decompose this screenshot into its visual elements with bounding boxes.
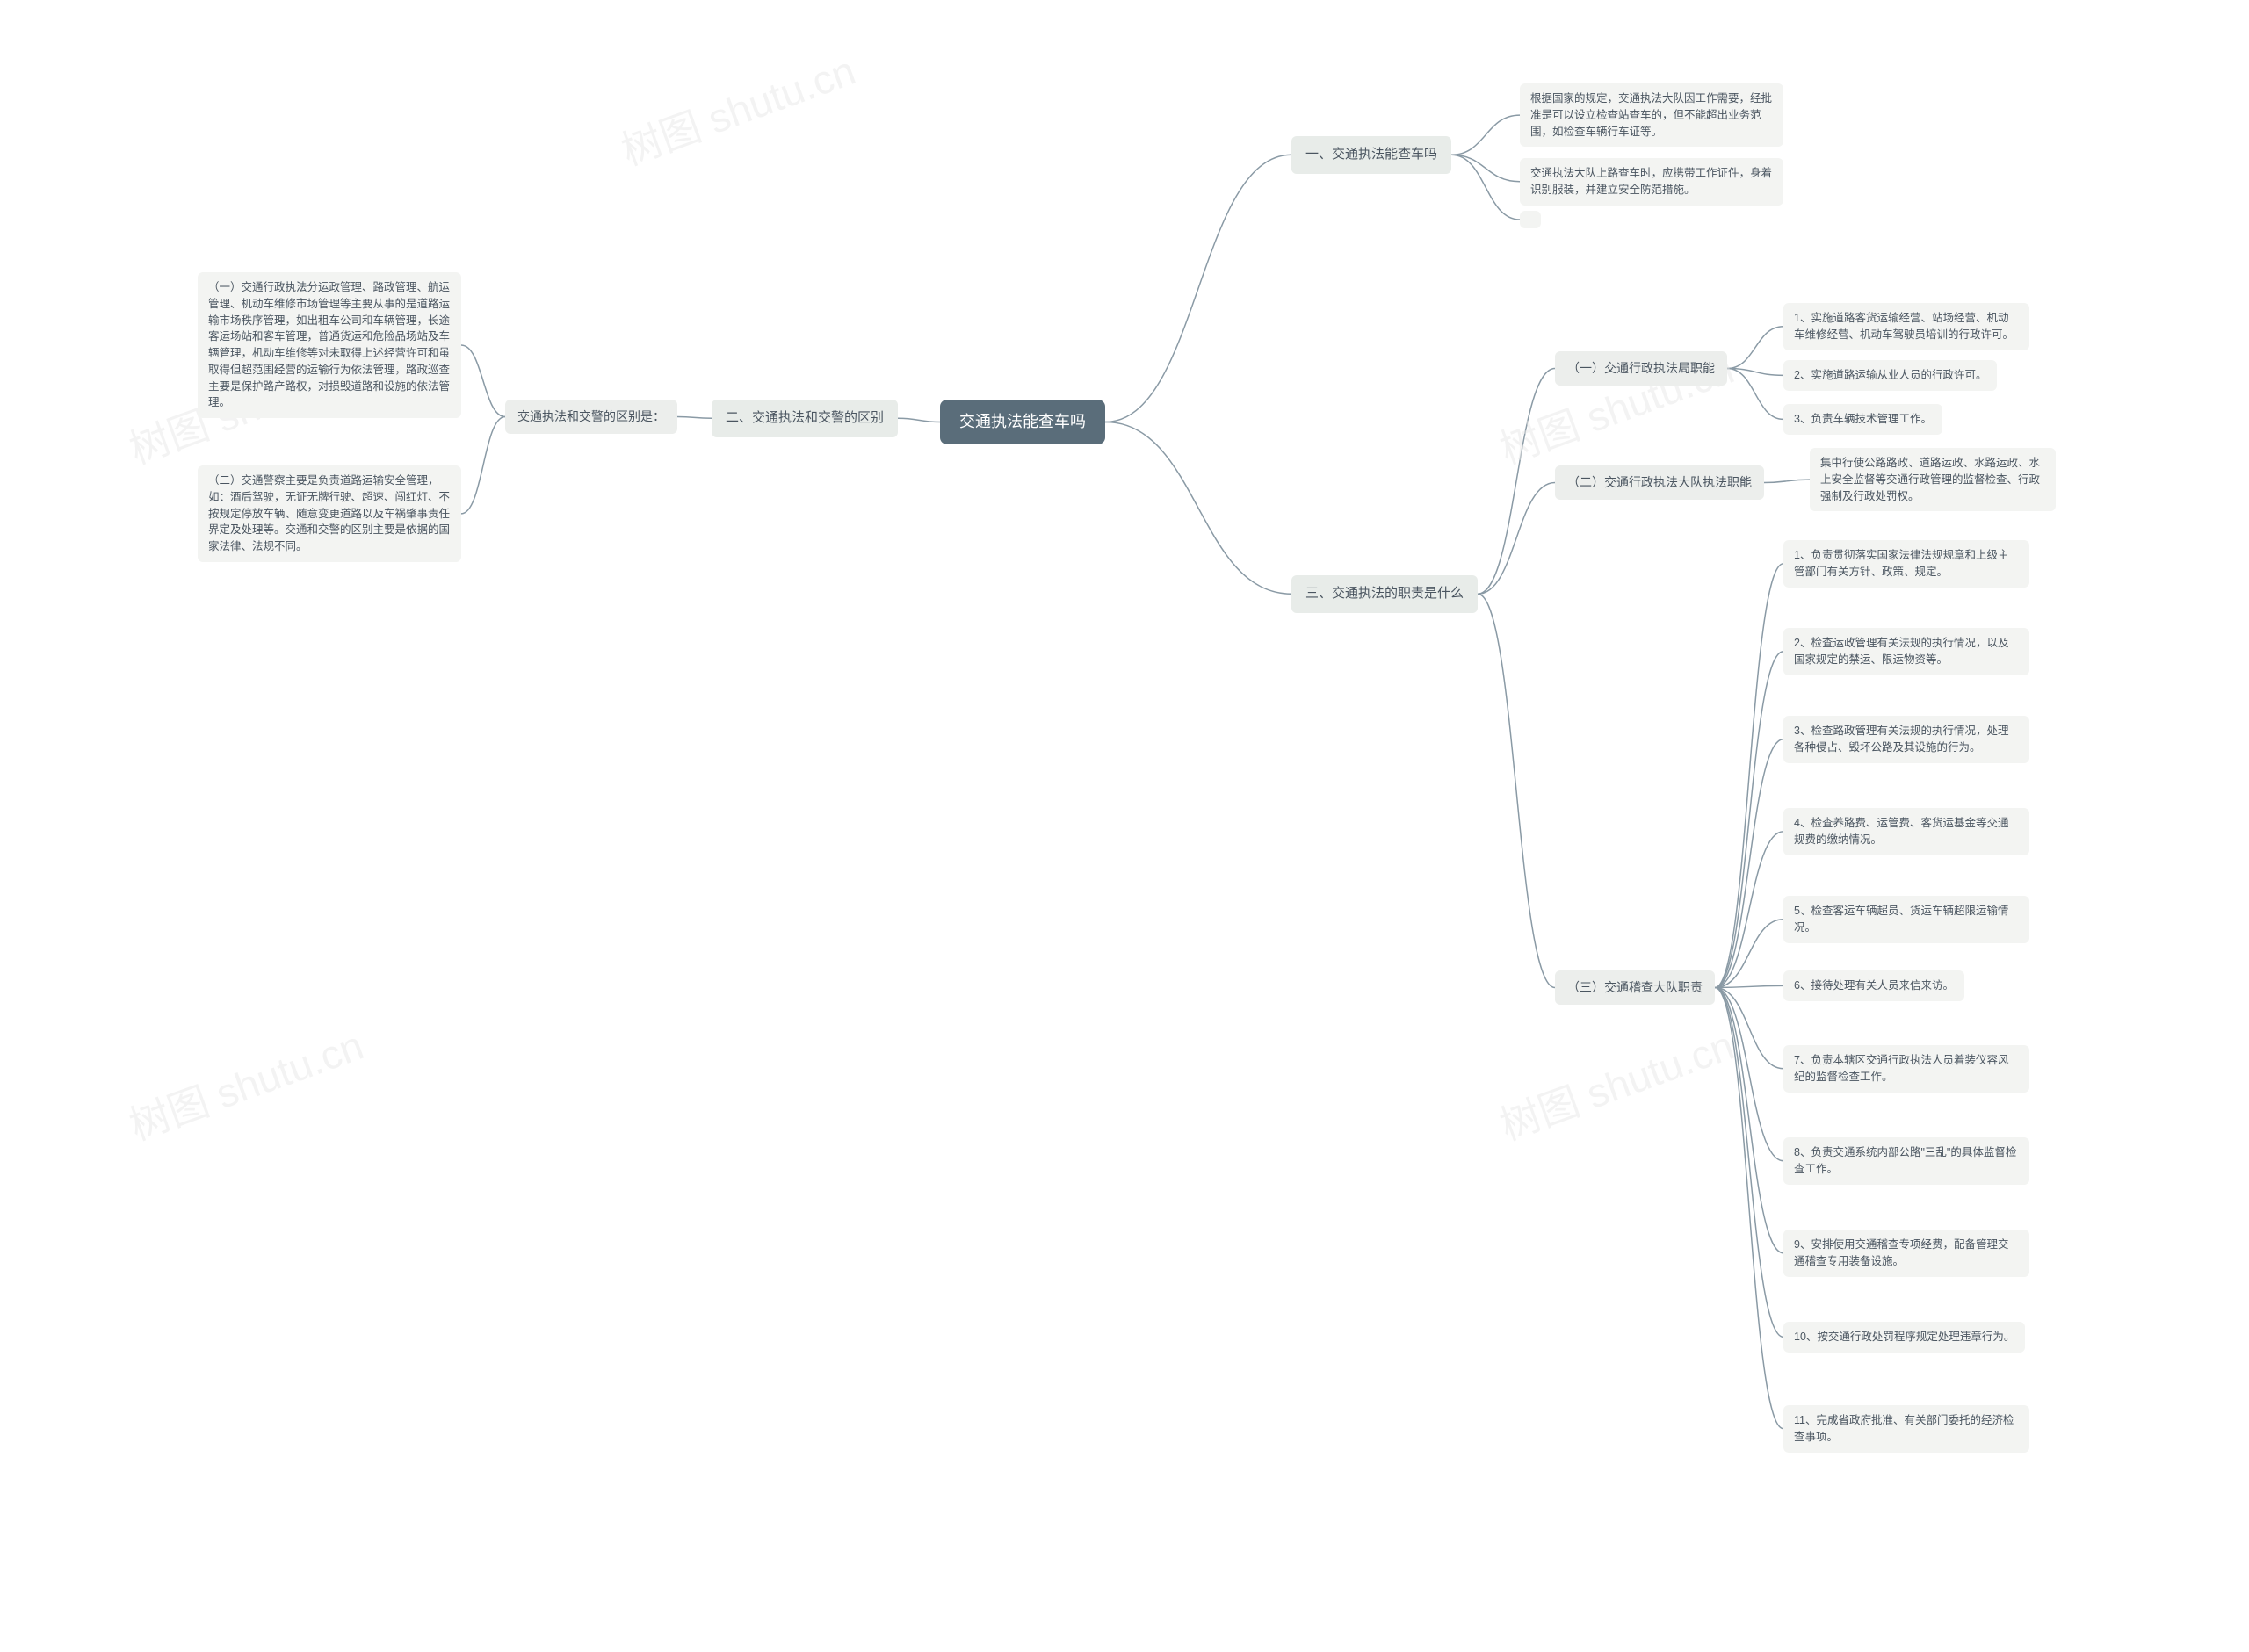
- edge: [1727, 369, 1783, 420]
- edge: [461, 345, 505, 417]
- mindmap-node[interactable]: （一）交通行政执法分运政管理、路政管理、航运管理、机动车维修市场管理等主要从事的…: [198, 272, 461, 418]
- edge: [677, 417, 712, 419]
- mindmap-node[interactable]: 交通执法和交警的区别是：: [505, 400, 677, 434]
- mindmap-node[interactable]: 8、负责交通系统内部公路"三乱"的具体监督检查工作。: [1783, 1137, 2029, 1185]
- edge: [1105, 422, 1291, 595]
- mindmap-node[interactable]: 9、安排使用交通稽查专项经费，配备管理交通稽查专用装备设施。: [1783, 1230, 2029, 1277]
- mindmap-node[interactable]: 二、交通执法和交警的区别: [712, 400, 898, 437]
- edge: [1715, 832, 1783, 988]
- edge: [1727, 369, 1783, 376]
- edge: [898, 418, 940, 422]
- watermark: 树图 shutu.cn: [120, 1014, 370, 1151]
- edge: [1715, 988, 1783, 1069]
- edge: [1715, 988, 1783, 1253]
- mindmap-node[interactable]: 交通执法大队上路查车时，应携带工作证件，身着识别服装，并建立安全防范措施。: [1520, 158, 1783, 206]
- edge: [1727, 327, 1783, 369]
- mindmap-node[interactable]: 一、交通执法能查车吗: [1291, 136, 1451, 174]
- mindmap-node[interactable]: 3、负责车辆技术管理工作。: [1783, 404, 1942, 435]
- mindmap-node[interactable]: 4、检查养路费、运管费、客货运基金等交通规费的缴纳情况。: [1783, 808, 2029, 855]
- watermark: 树图 shutu.cn: [612, 39, 862, 177]
- mindmap-node[interactable]: 根据国家的规定，交通执法大队因工作需要，经批准是可以设立检查站查车的，但不能超出…: [1520, 83, 1783, 147]
- watermark: 树图 shutu.cn: [1491, 1014, 1740, 1151]
- mindmap-node[interactable]: （一）交通行政执法局职能: [1555, 351, 1727, 386]
- mindmap-node[interactable]: 5、检查客运车辆超员、货运车辆超限运输情况。: [1783, 896, 2029, 943]
- mindmap-node[interactable]: （二）交通警察主要是负责道路运输安全管理，如：酒后驾驶，无证无牌行驶、超速、闯红…: [198, 465, 461, 562]
- mindmap-node[interactable]: （三）交通稽查大队职责: [1555, 970, 1715, 1005]
- edge: [1715, 652, 1783, 988]
- edge: [1478, 369, 1555, 595]
- edge: [1715, 988, 1783, 1429]
- mindmap-node[interactable]: 11、完成省政府批准、有关部门委托的经济检查事项。: [1783, 1405, 2029, 1453]
- mindmap-node[interactable]: [1520, 211, 1541, 228]
- edge: [1478, 483, 1555, 595]
- edge: [1451, 155, 1520, 220]
- mindmap-node[interactable]: 1、负责贯彻落实国家法律法规规章和上级主管部门有关方针、政策、规定。: [1783, 540, 2029, 588]
- edge: [1451, 155, 1520, 182]
- mindmap-node[interactable]: 三、交通执法的职责是什么: [1291, 575, 1478, 613]
- edge: [1715, 739, 1783, 988]
- edge: [1715, 988, 1783, 1338]
- mindmap-node[interactable]: 集中行使公路路政、道路运政、水路运政、水上安全监督等交通行政管理的监督检查、行政…: [1810, 448, 2056, 511]
- mindmap-node[interactable]: 10、按交通行政处罚程序规定处理违章行为。: [1783, 1322, 2025, 1353]
- edge: [1105, 155, 1291, 422]
- edge: [461, 417, 505, 514]
- mindmap-node[interactable]: 2、实施道路运输从业人员的行政许可。: [1783, 360, 1997, 391]
- mindmap-node[interactable]: 3、检查路政管理有关法规的执行情况，处理各种侵占、毁坏公路及其设施的行为。: [1783, 716, 2029, 763]
- mindmap-node[interactable]: 6、接待处理有关人员来信来访。: [1783, 970, 1964, 1001]
- edge: [1451, 115, 1520, 155]
- edge: [1715, 564, 1783, 988]
- mindmap-node[interactable]: 1、实施道路客货运输经营、站场经营、机动车维修经营、机动车驾驶员培训的行政许可。: [1783, 303, 2029, 350]
- edge: [1715, 920, 1783, 988]
- root-node[interactable]: 交通执法能查车吗: [940, 400, 1105, 444]
- mindmap-node[interactable]: 2、检查运政管理有关法规的执行情况，以及国家规定的禁运、限运物资等。: [1783, 628, 2029, 675]
- edge: [1764, 480, 1810, 482]
- mindmap-node[interactable]: （二）交通行政执法大队执法职能: [1555, 465, 1764, 500]
- edge: [1478, 594, 1555, 987]
- edge: [1715, 985, 1783, 987]
- mindmap-node[interactable]: 7、负责本辖区交通行政执法人员着装仪容风纪的监督检查工作。: [1783, 1045, 2029, 1093]
- edge: [1715, 988, 1783, 1161]
